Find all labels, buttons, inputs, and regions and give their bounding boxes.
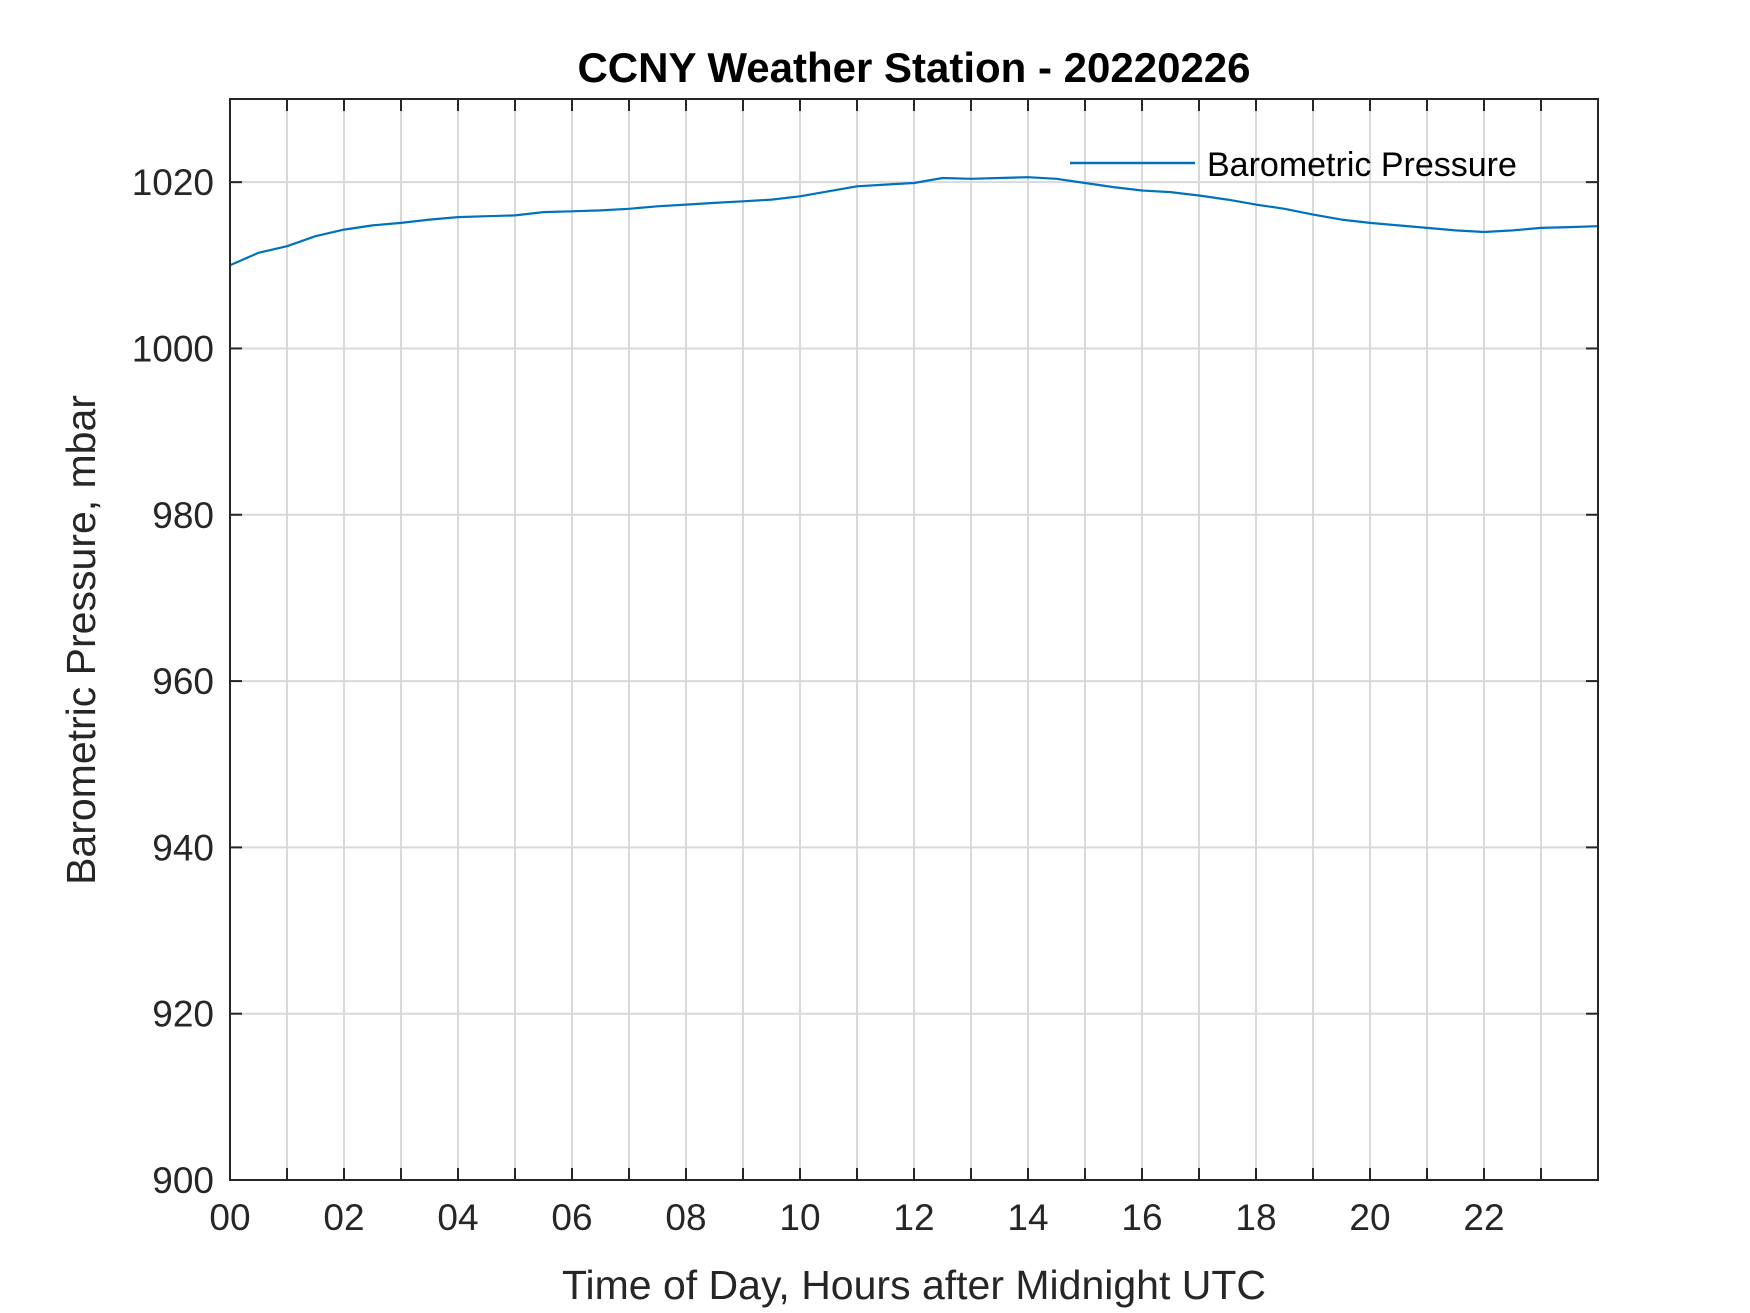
x-tick-label: 02: [323, 1197, 364, 1238]
x-tick-label: 18: [1235, 1197, 1276, 1238]
grid: [230, 99, 1598, 1180]
legend-label: Barometric Pressure: [1207, 146, 1517, 184]
series-line-barometric-pressure: [229, 176, 1599, 267]
x-tick-label: 06: [551, 1197, 592, 1238]
x-tick-label: 20: [1349, 1197, 1390, 1238]
legend: Barometric Pressure: [1070, 146, 1517, 184]
tick-labels: 900 920 940 960 980 1000 1020 00 02 04 06 08 10 12 14 1…: [132, 162, 1505, 1238]
y-tick-label: 920: [152, 994, 214, 1035]
x-tick-label: 14: [1007, 1197, 1048, 1238]
x-axis-label: Time of Day, Hours after Midnight UTC: [562, 1262, 1266, 1308]
x-tick-label: 16: [1121, 1197, 1162, 1238]
y-tick-label: 900: [152, 1160, 214, 1201]
x-tick-label: 12: [893, 1197, 934, 1238]
series-layer: [229, 176, 1599, 267]
y-tick-label: 1000: [132, 328, 214, 369]
x-tick-label: 22: [1463, 1197, 1504, 1238]
y-tick-label: 960: [152, 661, 214, 702]
y-tick-label: 940: [152, 827, 214, 868]
tick-marks: [230, 99, 1598, 1181]
y-tick-label: 980: [152, 495, 214, 536]
x-tick-label: 10: [779, 1197, 820, 1238]
chart-title: CCNY Weather Station - 20220226: [577, 44, 1250, 91]
x-tick-label: 08: [665, 1197, 706, 1238]
x-tick-label: 00: [209, 1197, 250, 1238]
y-tick-label: 1020: [132, 162, 214, 203]
y-axis-label: Barometric Pressure, mbar: [58, 395, 104, 885]
plot-frame: [229, 98, 1599, 1181]
x-tick-label: 04: [437, 1197, 478, 1238]
